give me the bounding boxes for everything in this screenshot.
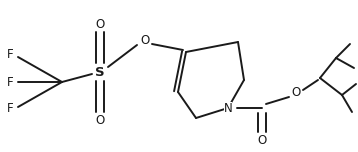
Text: O: O [291, 85, 301, 98]
Text: F: F [7, 76, 13, 88]
Text: N: N [224, 102, 232, 114]
Text: O: O [95, 114, 105, 126]
Text: O: O [257, 133, 267, 147]
Text: S: S [95, 66, 105, 78]
Text: F: F [7, 48, 13, 62]
Text: O: O [95, 17, 105, 31]
Text: O: O [140, 33, 150, 47]
Text: F: F [7, 102, 13, 116]
